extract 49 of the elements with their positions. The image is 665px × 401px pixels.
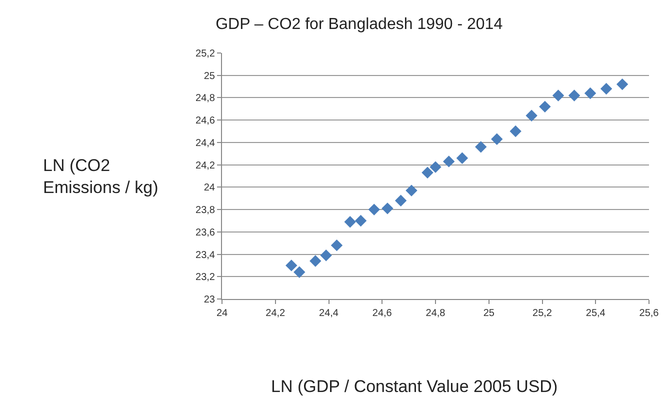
x-tick-label: 25,2 <box>532 308 552 319</box>
point <box>456 152 468 164</box>
point <box>382 202 394 214</box>
x-tick-label: 24,4 <box>319 308 339 319</box>
point <box>310 255 322 267</box>
point <box>422 166 434 178</box>
y-axis-title: LN (CO2 Emissions / kg) <box>43 156 158 198</box>
y-tick-label: 24 <box>204 182 216 194</box>
point <box>430 161 442 173</box>
y-tick-label: 24,6 <box>196 116 216 127</box>
x-tick-label: 25,4 <box>586 308 606 319</box>
point <box>320 250 332 262</box>
y-tick-label: 25 <box>204 70 216 82</box>
point <box>539 100 551 113</box>
point <box>330 239 343 252</box>
point <box>584 87 596 100</box>
point <box>600 82 612 95</box>
point <box>568 90 580 102</box>
point <box>510 125 522 138</box>
point <box>616 78 628 90</box>
x-tick-label: 24,2 <box>266 308 286 319</box>
chart-title: GDP – CO2 for Bangladesh 1990 - 2014 <box>216 16 503 34</box>
y-tick-label: 23 <box>204 294 216 306</box>
point <box>286 260 298 272</box>
point <box>552 90 564 102</box>
point <box>491 133 503 145</box>
x-tick-label: 24,8 <box>426 308 446 319</box>
x-axis-title: LN (GDP / Constant Value 2005 USD) <box>271 377 558 396</box>
y-tick-label: 24,4 <box>196 138 216 149</box>
y-tick-label: 23,2 <box>196 272 216 284</box>
y-tick-label: 23,4 <box>196 250 216 261</box>
point <box>406 184 418 196</box>
point <box>394 194 407 206</box>
y-tick-label: 23,8 <box>196 205 216 216</box>
y-tick-label: 24,8 <box>196 93 216 104</box>
x-tick-label: 25,6 <box>639 308 660 319</box>
point <box>442 156 455 168</box>
point <box>526 110 538 122</box>
point <box>344 216 356 228</box>
y-tick-label: 24,2 <box>196 160 216 172</box>
y-tick-label: 23,6 <box>196 227 216 238</box>
point <box>475 141 487 153</box>
point <box>354 214 367 227</box>
point <box>368 204 380 216</box>
x-tick-label: 24,6 <box>372 308 392 319</box>
point <box>294 266 306 278</box>
x-tick-label: 24 <box>216 308 228 319</box>
y-tick-label: 25,2 <box>196 48 216 60</box>
x-tick-label: 25 <box>483 308 495 319</box>
